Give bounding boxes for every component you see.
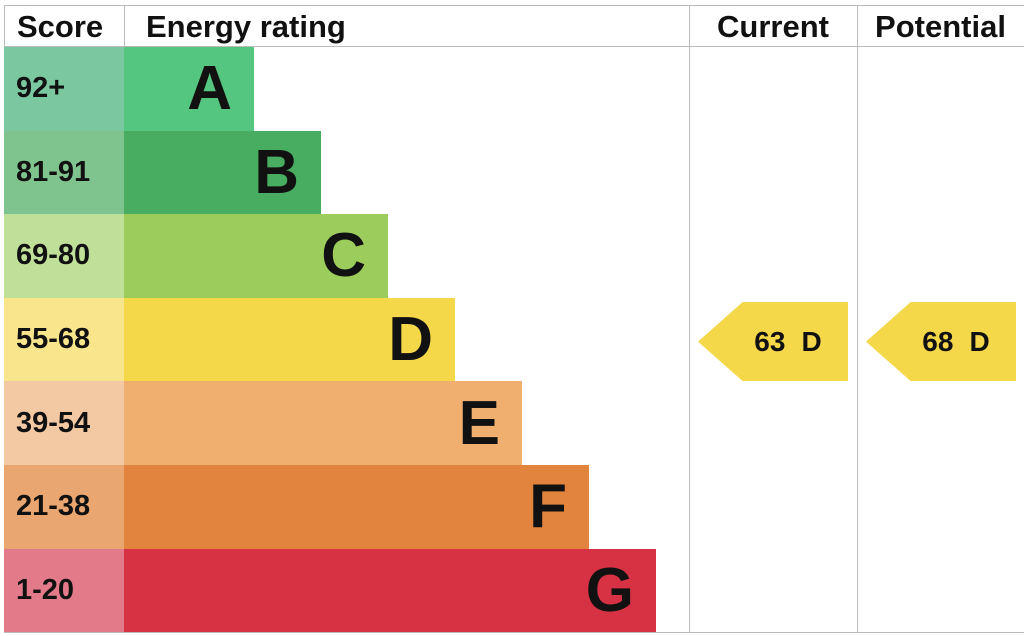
score-range: 39-54 [4, 381, 124, 465]
potential-band: D [969, 325, 990, 357]
rating-bar: E [124, 381, 522, 465]
current-band: D [801, 325, 822, 357]
border [4, 46, 1024, 47]
border [124, 5, 125, 47]
rating-bar: A [124, 47, 254, 131]
rating-bar: B [124, 130, 321, 215]
current-arrow: 63 D [698, 301, 848, 382]
score-range: 1-20 [4, 548, 124, 633]
header-rating: Energy rating [146, 9, 346, 44]
rating-bar: C [124, 214, 388, 298]
current-score: 63 [754, 325, 786, 357]
border [4, 5, 1024, 6]
header-current: Current [717, 9, 829, 44]
border [857, 5, 858, 632]
header-potential: Potential [875, 9, 1006, 44]
rating-bar: F [124, 465, 589, 549]
score-range: 69-80 [4, 214, 124, 298]
border [689, 5, 690, 632]
border [4, 632, 1024, 633]
potential-score: 68 [922, 325, 954, 357]
score-range: 55-68 [4, 297, 124, 382]
potential-arrow: 68 D [866, 301, 1016, 382]
score-range: 21-38 [4, 465, 124, 549]
score-range: 81-91 [4, 130, 124, 215]
rating-bar: D [124, 297, 455, 382]
rating-bar: G [124, 548, 656, 633]
header-score: Score [17, 9, 104, 44]
score-range: 92+ [4, 47, 124, 131]
